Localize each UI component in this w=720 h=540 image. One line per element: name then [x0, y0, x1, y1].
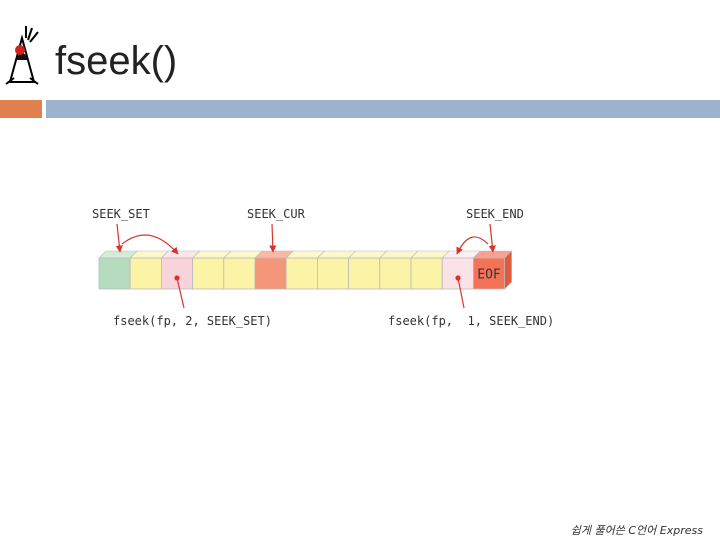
cell — [98, 257, 131, 290]
footer: 쉽게 풀어쓴 C언어 Express — [571, 524, 703, 537]
accent-bar — [0, 100, 42, 118]
call-label: fseek(fp, 2, SEEK_SET) — [113, 314, 272, 328]
pointer-label: SEEK_SET — [92, 207, 150, 221]
cell — [348, 257, 381, 290]
cell — [316, 257, 349, 290]
logo — [5, 26, 39, 85]
cell — [379, 257, 412, 290]
cell — [129, 257, 162, 290]
cell — [285, 257, 318, 290]
pointer-label: SEEK_CUR — [247, 207, 306, 221]
cell — [192, 257, 225, 290]
file-cells: EOF — [98, 250, 513, 290]
cell-side — [504, 250, 512, 290]
cell-label: EOF — [477, 268, 501, 283]
cell — [410, 257, 443, 290]
cell — [441, 257, 474, 290]
slide-title: fseek() — [55, 39, 177, 83]
call-label: fseek(fp, 1, SEEK_END) — [388, 314, 554, 328]
call-links — [174, 275, 465, 309]
cell — [254, 257, 287, 290]
cell — [472, 257, 505, 290]
cell — [160, 257, 193, 290]
arrows — [115, 223, 496, 255]
cell — [223, 257, 256, 290]
header-bar — [46, 100, 720, 118]
pointer-label: SEEK_END — [466, 207, 524, 221]
